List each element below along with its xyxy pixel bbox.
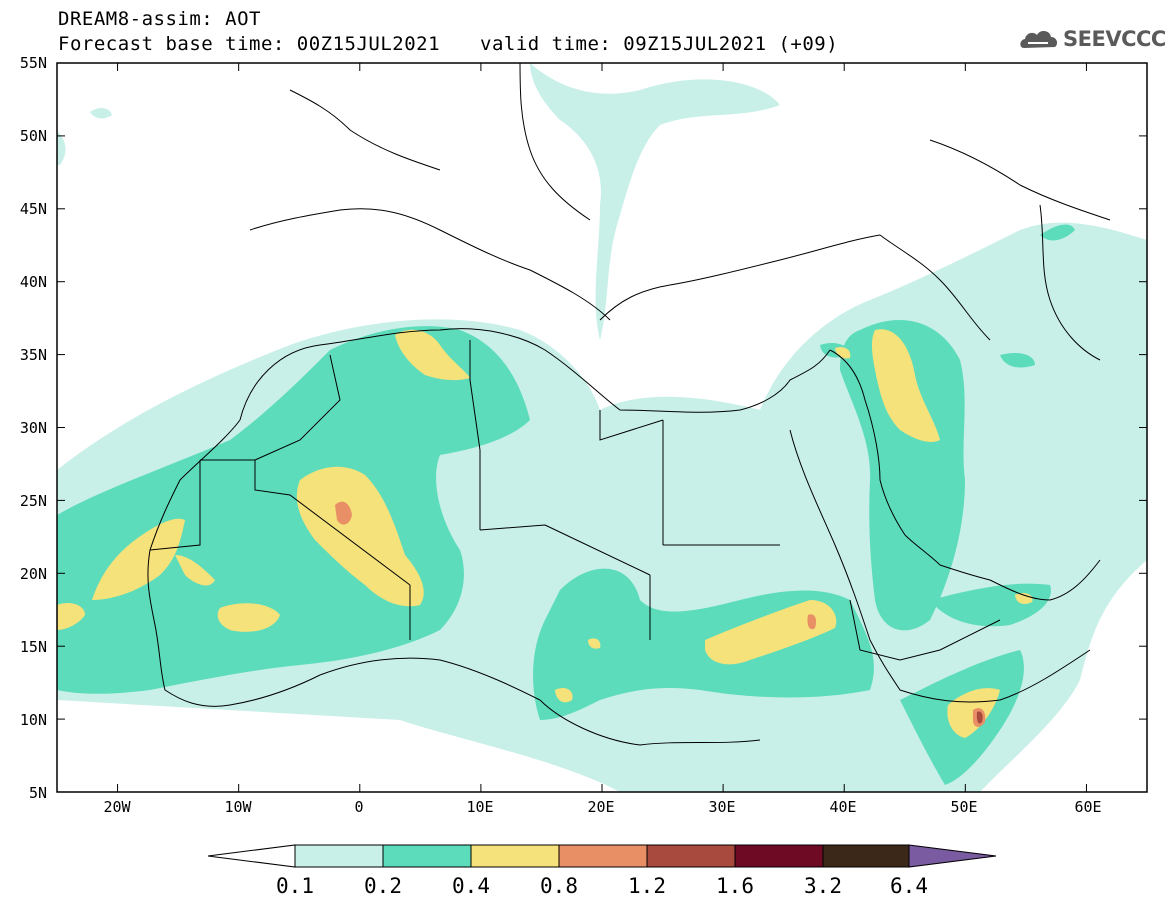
colorbar-bin bbox=[822, 844, 910, 868]
lat-label: 50N bbox=[20, 127, 47, 145]
logo-text: SEEVCCC bbox=[1063, 27, 1165, 51]
colorbar-label: 6.4 bbox=[890, 874, 928, 898]
lat-label: 30N bbox=[20, 419, 47, 437]
colorbar-min-arrow bbox=[207, 844, 296, 868]
lon-label: 20W bbox=[103, 798, 131, 816]
lon-label: 20E bbox=[587, 798, 614, 816]
colorbar-label: 0.4 bbox=[452, 874, 490, 898]
lon-label: 50E bbox=[950, 798, 977, 816]
lat-label: 20N bbox=[20, 565, 47, 583]
lat-label: 40N bbox=[20, 273, 47, 291]
aot-level-1.2 bbox=[976, 711, 983, 724]
forecast-base-time: Forecast base time: 00Z15JUL2021 bbox=[58, 33, 441, 55]
aot-level-0.4 bbox=[57, 329, 1033, 738]
colorbar-bin bbox=[558, 844, 648, 868]
lat-label: 25N bbox=[20, 492, 47, 510]
lat-label: 15N bbox=[20, 638, 47, 656]
colorbar bbox=[207, 844, 997, 868]
cloud-icon bbox=[1020, 31, 1058, 48]
seevccc-logo bbox=[1020, 31, 1058, 48]
map-title: DREAM8-assim: AOT bbox=[58, 8, 261, 30]
lon-label: 10E bbox=[466, 798, 493, 816]
lat-label: 45N bbox=[20, 200, 47, 218]
lat-label: 10N bbox=[20, 711, 47, 729]
aot-field bbox=[57, 63, 1147, 792]
valid-time: valid time: 09Z15JUL2021 (+09) bbox=[480, 33, 839, 55]
lon-label: 40E bbox=[829, 798, 856, 816]
colorbar-labels: 0.1 0.2 0.4 0.8 1.2 1.6 3.2 6.4 bbox=[276, 874, 928, 898]
lon-labels: 20W 10W 0 10E 20E 30E 40E 50E 60E bbox=[103, 798, 1101, 816]
colorbar-label: 1.6 bbox=[716, 874, 754, 898]
colorbar-bin bbox=[646, 844, 736, 868]
coastlines bbox=[147, 63, 1111, 746]
axis-ticks bbox=[57, 62, 1147, 793]
colorbar-label: 0.2 bbox=[364, 874, 402, 898]
colorbar-label: 0.1 bbox=[276, 874, 314, 898]
colorbar-bin bbox=[294, 844, 384, 868]
colorbar-bin bbox=[734, 844, 824, 868]
colorbar-bin bbox=[382, 844, 472, 868]
colorbar-max-arrow bbox=[908, 844, 997, 868]
colorbar-label: 0.8 bbox=[540, 874, 578, 898]
lat-labels: 55N 50N 45N 40N 35N 30N 25N 20N 15N 10N … bbox=[20, 54, 47, 802]
colorbar-label: 1.2 bbox=[628, 874, 666, 898]
colorbar-label: 3.2 bbox=[804, 874, 842, 898]
colorbar-bin bbox=[470, 844, 560, 868]
lat-label: 35N bbox=[20, 346, 47, 364]
lon-label: 0 bbox=[354, 798, 363, 816]
lon-label: 30E bbox=[708, 798, 735, 816]
lat-label: 55N bbox=[20, 54, 47, 72]
lon-label: 60E bbox=[1074, 798, 1101, 816]
lon-label: 10W bbox=[224, 798, 252, 816]
lat-label: 5N bbox=[29, 784, 47, 802]
